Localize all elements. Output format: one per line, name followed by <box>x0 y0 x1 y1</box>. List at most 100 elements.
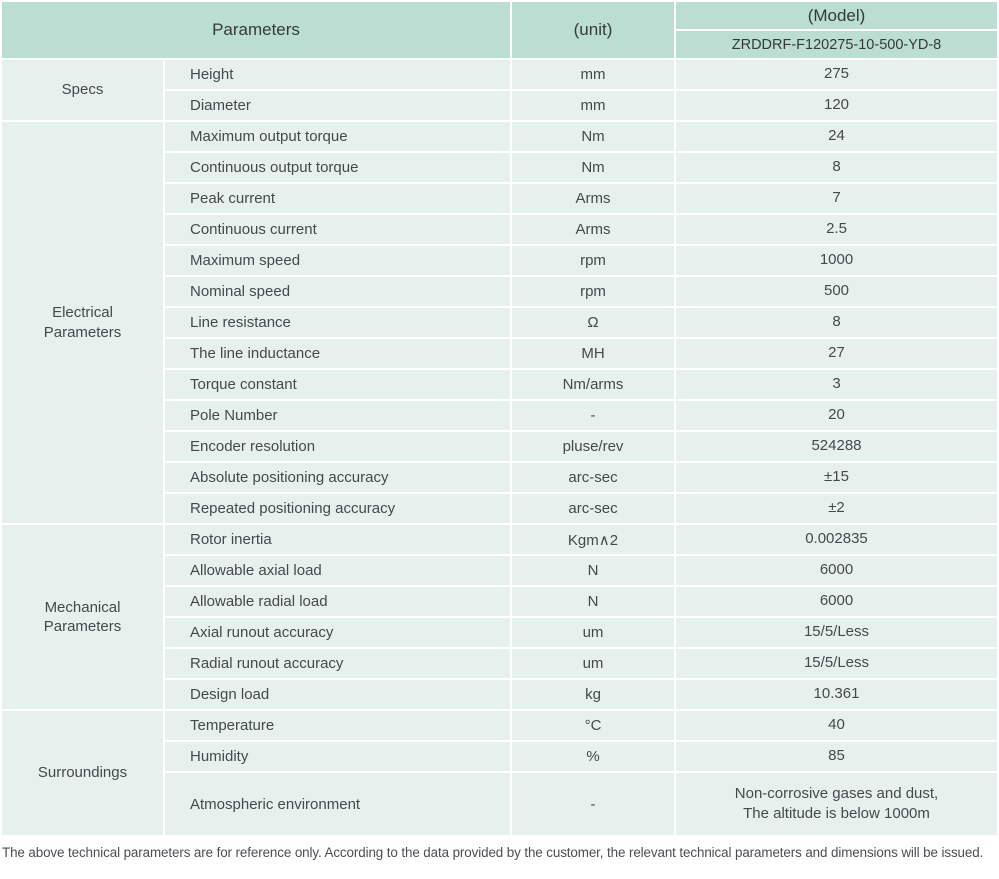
unit-cell: mm <box>512 91 674 120</box>
table-header: Parameters (unit) (Model) ZRDDRF-F120275… <box>2 2 997 58</box>
param-cell: Humidity <box>165 742 510 771</box>
table-row: Design load kg 10.361 <box>2 680 997 709</box>
table-row: Mechanical Parameters Rotor inertia Kgm∧2 0… <box>2 525 997 709</box>
param-cell: Diameter <box>165 91 510 120</box>
category-cell: Specs <box>2 60 163 120</box>
table-row: Atmospheric environment - Non-corrosive ga… <box>2 773 997 835</box>
value-cell: 1000 <box>676 246 997 275</box>
value-cell: 15/5/Less <box>676 649 997 678</box>
param-cell: Torque constant <box>165 370 510 399</box>
value-cell: 500 <box>676 277 997 306</box>
unit-header-cell: (unit) <box>512 2 674 58</box>
value-cell: 24 <box>676 122 997 151</box>
table-body: Specs Height mm 275 Diameter mm 120 Electrical … <box>2 60 997 835</box>
value-cell: 8 <box>676 308 997 337</box>
model-number-cell: ZRDDRF-F120275-10-500-YD-8 <box>676 31 997 58</box>
unit-cell: N <box>512 556 674 585</box>
unit-cell: rpm <box>512 277 674 306</box>
unit-cell: Kgm∧2 <box>512 525 674 554</box>
unit-cell: arc-sec <box>512 463 674 492</box>
spec-table: Parameters (unit) (Model) ZRDDRF-F120275… <box>0 0 999 837</box>
table-row: Maximum speed rpm 1000 <box>2 246 997 275</box>
value-cell: ±15 <box>676 463 997 492</box>
value-cell: 20 <box>676 401 997 430</box>
table-row: Absolute positioning accuracy arc-sec ±15 <box>2 463 997 492</box>
table-row: Radial runout accuracy um 15/5/Less <box>2 649 997 678</box>
param-cell: Temperature <box>165 711 510 740</box>
table-row: Peak current Arms 7 <box>2 184 997 213</box>
table-row: Line resistance Ω 8 <box>2 308 997 337</box>
value-cell: 2.5 <box>676 215 997 244</box>
param-cell: Peak current <box>165 184 510 213</box>
value-cell: Non-corrosive gases and dust, The altitu… <box>676 773 997 835</box>
unit-cell: °C <box>512 711 674 740</box>
unit-cell: kg <box>512 680 674 709</box>
value-cell: 6000 <box>676 587 997 616</box>
category-cell: Electrical Parameters <box>2 122 163 523</box>
unit-cell: Arms <box>512 215 674 244</box>
table-row: Encoder resolution pluse/rev 524288 <box>2 432 997 461</box>
param-cell: Nominal speed <box>165 277 510 306</box>
value-cell: 8 <box>676 153 997 182</box>
unit-cell: Ω <box>512 308 674 337</box>
unit-cell: % <box>512 742 674 771</box>
category-cell: Mechanical Parameters <box>2 525 163 709</box>
unit-cell: pluse/rev <box>512 432 674 461</box>
unit-cell: N <box>512 587 674 616</box>
value-cell: 15/5/Less <box>676 618 997 647</box>
param-cell: Continuous current <box>165 215 510 244</box>
unit-cell: mm <box>512 60 674 89</box>
header-row-1: Parameters (unit) (Model) <box>2 2 997 58</box>
table-row: Axial runout accuracy um 15/5/Less <box>2 618 997 647</box>
value-cell: 524288 <box>676 432 997 461</box>
param-cell: Height <box>165 60 510 89</box>
value-cell: 7 <box>676 184 997 213</box>
param-cell: Allowable radial load <box>165 587 510 616</box>
param-cell: Encoder resolution <box>165 432 510 461</box>
header-row-2: ZRDDRF-F120275-10-500-YD-8 <box>2 31 997 58</box>
unit-cell: Nm <box>512 153 674 182</box>
parameters-header-cell: Parameters <box>2 2 510 58</box>
value-cell: 40 <box>676 711 997 740</box>
unit-cell: - <box>512 773 674 835</box>
unit-cell: - <box>512 401 674 430</box>
table-row: Surroundings Temperature °C 40 <box>2 711 997 835</box>
table-row: Diameter mm 120 <box>2 91 997 120</box>
table-row: Humidity% 85 <box>2 742 997 771</box>
table-row: The line inductance MH 27 <box>2 339 997 368</box>
value-cell: 85 <box>676 742 997 771</box>
param-cell: The line inductance <box>165 339 510 368</box>
unit-cell: rpm <box>512 246 674 275</box>
value-cell: ±2 <box>676 494 997 523</box>
unit-cell: um <box>512 649 674 678</box>
param-cell: Repeated positioning accuracy <box>165 494 510 523</box>
param-cell: Rotor inertia <box>165 525 510 554</box>
value-cell: 275 <box>676 60 997 89</box>
param-cell: Maximum speed <box>165 246 510 275</box>
model-header-cell: (Model) <box>676 2 997 29</box>
table-row: Electrical Parameters Maximum output torq… <box>2 122 997 523</box>
value-cell: 0.002835 <box>676 525 997 554</box>
value-cell: 6000 <box>676 556 997 585</box>
table-row: Specs Height mm 275 <box>2 60 997 120</box>
unit-cell: arc-sec <box>512 494 674 523</box>
param-cell: Allowable axial load <box>165 556 510 585</box>
table-row: Repeated positioning accuracy arc-sec ±2 <box>2 494 997 523</box>
param-cell: Line resistance <box>165 308 510 337</box>
table-row: Continuous output torque Nm 8 <box>2 153 997 182</box>
param-cell: Axial runout accuracy <box>165 618 510 647</box>
param-cell: Design load <box>165 680 510 709</box>
table-row: Pole Number -20 <box>2 401 997 430</box>
unit-cell: Arms <box>512 184 674 213</box>
table-row: Nominal speed rpm 500 <box>2 277 997 306</box>
footer-note: The above technical parameters are for r… <box>2 845 984 860</box>
param-cell: Radial runout accuracy <box>165 649 510 678</box>
table-row: Allowable axial load N 6000 <box>2 556 997 585</box>
table-row: Continuous current Arms 2.5 <box>2 215 997 244</box>
value-cell: 120 <box>676 91 997 120</box>
unit-cell: Nm/arms <box>512 370 674 399</box>
value-cell: 10.361 <box>676 680 997 709</box>
table-row: Torque constant Nm/arms 3 <box>2 370 997 399</box>
category-cell: Surroundings <box>2 711 163 835</box>
param-cell: Absolute positioning accuracy <box>165 463 510 492</box>
